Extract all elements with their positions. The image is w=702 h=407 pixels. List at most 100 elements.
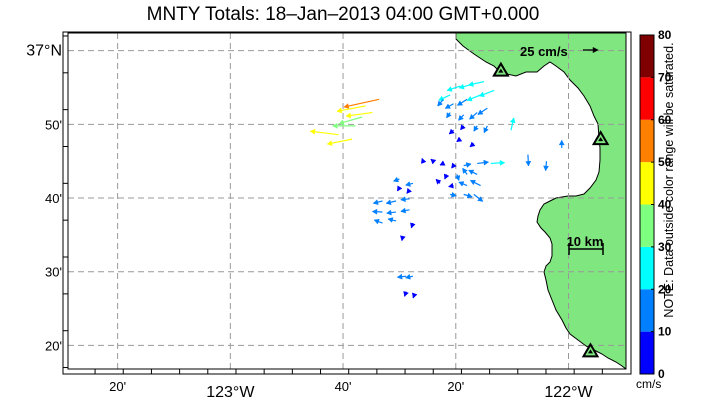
current-vector <box>372 199 383 205</box>
current-vector <box>405 181 414 187</box>
colorbar-segment <box>640 289 654 332</box>
current-vector <box>463 162 472 168</box>
current-vector <box>326 138 353 146</box>
current-vector <box>400 207 410 214</box>
distance-scale-label: 10 km <box>567 234 604 249</box>
y-tick-label: 30' <box>45 265 62 280</box>
grid-lines <box>68 33 626 369</box>
y-tick-label: 50' <box>45 117 62 132</box>
current-vector <box>469 179 481 187</box>
current-vector <box>373 218 383 225</box>
colorbar-tick-label: 40 <box>658 198 672 212</box>
current-vector <box>411 292 418 299</box>
current-vector <box>558 139 565 148</box>
current-vector <box>483 125 489 134</box>
current-vector <box>478 89 495 98</box>
current-vector <box>410 222 416 229</box>
radar-site-marker <box>591 130 610 146</box>
colorbar: 0 10 20 30 40 50 60 70 80 <box>639 28 672 381</box>
map-area: 20' 123°W 40' 20' 122°W 37°N 50' 40' 30' 20' 25 cm… <box>26 31 632 401</box>
colorbar-units-label: cm/s <box>636 377 662 391</box>
current-vector <box>309 128 339 136</box>
x-tick-label: 20' <box>109 379 126 394</box>
colorbar-tick-label: 10 <box>658 325 672 339</box>
colorbar-tick-label: 20 <box>658 282 672 296</box>
current-vector <box>385 199 397 206</box>
colorbar-segment <box>640 204 654 247</box>
current-vector <box>448 128 455 135</box>
current-vector <box>473 125 479 132</box>
x-tick-label: 122°W <box>544 384 593 401</box>
land-mass <box>455 33 626 369</box>
x-tick-label: 123°W <box>206 384 255 401</box>
current-vector <box>456 136 463 143</box>
current-vector <box>396 273 407 280</box>
current-vector <box>400 235 406 242</box>
current-vector <box>460 124 466 131</box>
colorbar-segment <box>640 77 654 120</box>
current-vector <box>338 116 363 126</box>
current-vector <box>438 94 451 101</box>
current-vector <box>525 154 532 167</box>
current-vector <box>456 98 468 106</box>
current-vector <box>437 98 444 107</box>
current-vector <box>543 161 549 172</box>
current-vector <box>469 141 476 148</box>
map-title: MNTY Totals: 18–Jan–2013 04:00 GMT+0.000 <box>146 4 540 25</box>
colorbar-tick-label: 80 <box>658 28 672 42</box>
current-vector <box>400 196 410 203</box>
current-vector <box>406 187 413 194</box>
saturation-note: NOTE: Data outside color range will be s… <box>662 42 676 318</box>
current-vector <box>387 217 397 223</box>
current-vector <box>430 158 437 165</box>
map-frame <box>62 31 632 375</box>
current-vector <box>509 117 516 131</box>
current-vector <box>469 112 478 120</box>
current-vector <box>446 85 461 92</box>
current-vector <box>450 191 457 198</box>
current-vectors <box>309 81 565 299</box>
y-tick-label: 37°N <box>26 43 62 60</box>
current-vector <box>386 209 397 216</box>
radar-site-marker <box>581 342 600 358</box>
current-vector <box>396 185 403 192</box>
y-tick-label: 20' <box>45 338 62 353</box>
current-vector <box>458 83 474 90</box>
current-vector <box>462 167 468 175</box>
current-vector <box>448 182 454 189</box>
colorbar-tick-label: 0 <box>658 367 665 381</box>
current-vector <box>473 193 484 202</box>
colorbar-segment <box>640 331 654 374</box>
distance-scale-bar: 10 km <box>567 234 604 255</box>
current-vector <box>435 178 442 185</box>
current-vector <box>458 114 465 121</box>
current-vector <box>345 111 373 119</box>
colorbar-segment <box>640 246 654 290</box>
current-vector <box>403 290 409 297</box>
scale-arrow-label: 25 cm/s <box>520 44 568 59</box>
current-vector <box>477 159 490 166</box>
current-vector <box>458 181 468 187</box>
current-vector <box>371 208 383 215</box>
colorbar-segment <box>640 162 654 205</box>
colorbar-tick-label: 30 <box>658 240 672 254</box>
current-vector <box>443 173 450 180</box>
radar-site-marker <box>492 61 510 77</box>
colorbar-segment <box>640 119 654 163</box>
current-vector <box>477 107 488 115</box>
current-vector <box>466 94 481 102</box>
current-vector <box>332 122 356 129</box>
colorbar-segment <box>640 35 654 78</box>
current-vector <box>444 103 454 109</box>
current-vector <box>420 157 427 164</box>
current-vector <box>463 192 473 199</box>
y-tick-label: 40' <box>45 191 62 206</box>
x-tick-label: 40' <box>335 379 352 394</box>
colorbar-tick-label: 70 <box>658 70 672 84</box>
scale-arrow-legend: 25 cm/s <box>520 44 599 59</box>
current-vector <box>393 176 400 183</box>
current-vector <box>446 112 452 119</box>
current-vector <box>336 105 366 114</box>
current-vector <box>439 160 446 166</box>
